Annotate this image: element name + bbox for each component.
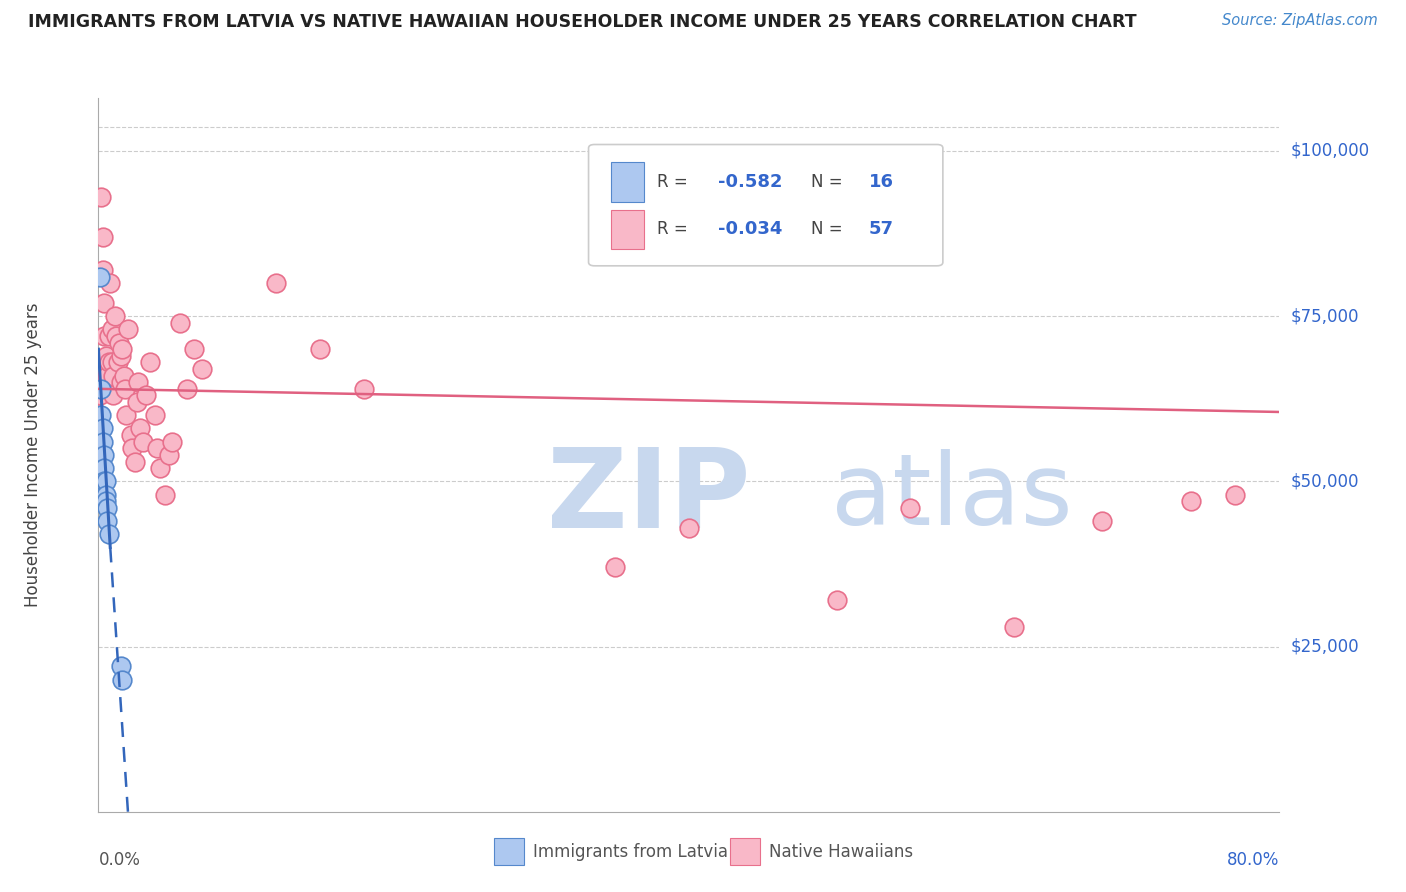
Point [149, 461, 172, 475]
Point [96, 368, 118, 383]
Point [1223, 487, 1246, 501]
Point [103, 368, 125, 383]
Text: $100,000: $100,000 [1291, 142, 1369, 160]
Text: N =: N = [811, 220, 848, 238]
Point [153, 487, 176, 501]
Point [94, 494, 117, 508]
Point [94, 349, 117, 363]
Point [97, 329, 120, 343]
Point [91, 230, 114, 244]
Point [89, 409, 111, 423]
Point [90, 190, 112, 204]
Point [157, 448, 180, 462]
Text: 16: 16 [869, 173, 893, 191]
Point [107, 355, 129, 369]
Text: $75,000: $75,000 [1291, 307, 1360, 326]
FancyBboxPatch shape [612, 211, 644, 250]
Point [143, 409, 166, 423]
Text: Immigrants from Latvia: Immigrants from Latvia [533, 843, 728, 861]
Point [128, 421, 150, 435]
Point [183, 342, 205, 356]
Point [97, 355, 120, 369]
Point [105, 329, 128, 343]
Text: Source: ZipAtlas.com: Source: ZipAtlas.com [1222, 13, 1378, 29]
Point [91, 434, 114, 449]
Point [90, 409, 112, 423]
Point [100, 355, 122, 369]
Text: atlas: atlas [831, 450, 1073, 546]
Point [91, 421, 114, 435]
Point [132, 434, 155, 449]
Point [110, 349, 132, 363]
Point [94, 475, 117, 489]
Point [117, 322, 139, 336]
Point [110, 376, 132, 390]
Point [825, 593, 848, 607]
Point [112, 368, 135, 383]
Point [115, 409, 138, 423]
Point [124, 454, 146, 468]
Point [110, 659, 132, 673]
Point [353, 382, 375, 396]
FancyBboxPatch shape [589, 145, 943, 266]
Point [176, 382, 198, 396]
Text: IMMIGRANTS FROM LATVIA VS NATIVE HAWAIIAN HOUSEHOLDER INCOME UNDER 25 YEARS CORR: IMMIGRANTS FROM LATVIA VS NATIVE HAWAIIA… [28, 13, 1136, 31]
Text: R =: R = [657, 173, 693, 191]
Point [98, 276, 121, 290]
Point [97, 527, 120, 541]
Point [121, 442, 143, 456]
Point [264, 276, 287, 290]
Point [135, 388, 157, 402]
Point [96, 514, 118, 528]
Text: 57: 57 [869, 220, 893, 238]
Point [114, 382, 136, 396]
Point [169, 316, 191, 330]
Point [93, 296, 115, 310]
Point [93, 461, 115, 475]
Point [89, 269, 111, 284]
Point [309, 342, 332, 356]
Point [120, 428, 142, 442]
Text: -0.582: -0.582 [718, 173, 783, 191]
Text: R =: R = [657, 220, 693, 238]
Point [605, 560, 627, 574]
Point [108, 335, 131, 350]
Point [1091, 514, 1114, 528]
FancyBboxPatch shape [730, 838, 759, 865]
Point [91, 263, 114, 277]
Point [111, 673, 134, 687]
Text: 0.0%: 0.0% [98, 851, 141, 869]
Point [93, 448, 115, 462]
Text: 80.0%: 80.0% [1227, 851, 1279, 869]
Point [125, 395, 148, 409]
Point [146, 442, 169, 456]
Point [191, 362, 214, 376]
Point [1002, 620, 1025, 634]
Point [678, 520, 700, 534]
FancyBboxPatch shape [612, 162, 644, 202]
Point [90, 382, 112, 396]
Point [104, 309, 127, 323]
Point [1180, 494, 1202, 508]
Point [162, 434, 183, 449]
Point [139, 355, 162, 369]
Text: $50,000: $50,000 [1291, 473, 1360, 491]
Point [100, 322, 122, 336]
Text: ZIP: ZIP [547, 444, 751, 551]
Point [103, 388, 125, 402]
Text: -0.034: -0.034 [718, 220, 783, 238]
Text: Householder Income Under 25 years: Householder Income Under 25 years [24, 302, 42, 607]
Point [111, 342, 134, 356]
FancyBboxPatch shape [494, 838, 523, 865]
Point [89, 388, 111, 402]
Text: $25,000: $25,000 [1291, 638, 1360, 656]
Point [94, 487, 117, 501]
Point [900, 500, 922, 515]
Text: N =: N = [811, 173, 848, 191]
Point [127, 376, 149, 390]
Point [93, 329, 115, 343]
Point [93, 475, 115, 489]
Text: Native Hawaiians: Native Hawaiians [769, 843, 914, 861]
Point [96, 500, 118, 515]
